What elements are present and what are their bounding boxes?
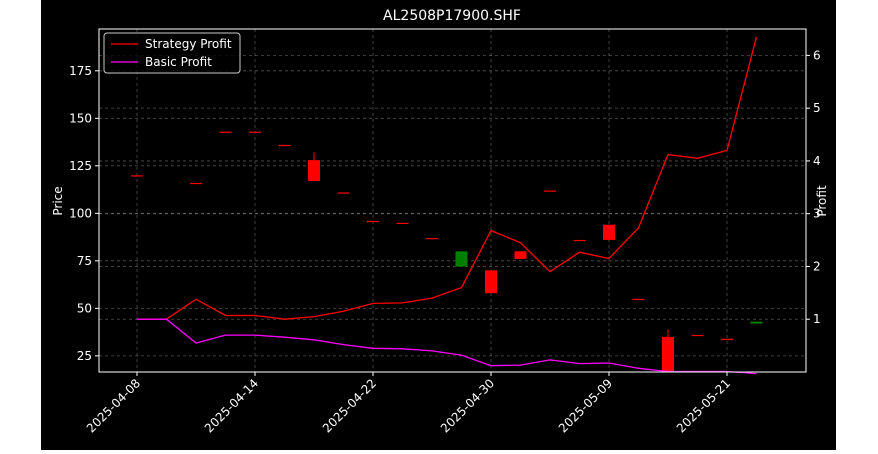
y-axis-label-right: Profit: [815, 185, 829, 217]
x-tick-label: 2025-04-08: [84, 376, 143, 435]
x-tick-label: 2025-05-21: [674, 376, 733, 435]
y-tick-label-left: 50: [77, 301, 92, 315]
candle-body: [426, 238, 438, 240]
candle-body: [514, 251, 527, 259]
x-tick-label: 2025-04-14: [202, 376, 261, 435]
candle-body: [131, 175, 143, 177]
candle-body: [750, 321, 763, 324]
candle-body: [337, 192, 350, 194]
series-line-basic-profit: [137, 318, 757, 375]
axis-layer: 25 50 75 100 125 150 175 1 2 3 4 5 6 2025-04-08 2025-0…: [69, 48, 821, 435]
y-tick-label-right: 6: [813, 48, 821, 62]
candle-body: [662, 336, 674, 372]
candle-body: [396, 222, 409, 225]
candle-body: [308, 160, 320, 182]
candle-body: [691, 334, 704, 337]
y-tick-label-right: 1: [813, 312, 821, 326]
candle-layer: [131, 131, 763, 372]
y-tick-label-left: 125: [69, 159, 92, 173]
legend-label-strategy-profit: Strategy Profit: [145, 37, 232, 51]
candle-body: [367, 220, 379, 223]
y-tick-label-left: 100: [69, 206, 92, 220]
y-tick-label-left: 175: [69, 64, 92, 78]
line-layer: [137, 36, 758, 375]
candle-body: [249, 131, 261, 133]
y-tick-label-left: 25: [77, 349, 92, 363]
candle-body: [219, 131, 232, 133]
candle-body: [190, 182, 202, 185]
y-axis-label-left: Price: [51, 186, 65, 215]
chart-title: AL2508P17900.SHF: [383, 8, 521, 24]
chart-figure: 25 50 75 100 125 150 175 1 2 3 4 5 6 2025-04-08 2025-0…: [41, 0, 836, 450]
grid-layer: [99, 29, 806, 372]
plot-frame: [98, 28, 807, 373]
x-tick-label: 2025-04-30: [438, 376, 497, 435]
candle-body: [278, 144, 291, 147]
y-tick-label-right: 5: [813, 101, 821, 115]
candle-body: [455, 251, 468, 267]
y-tick-label-right: 2: [813, 259, 821, 273]
x-tick-label: 2025-05-09: [556, 376, 615, 435]
y-tick-label-left: 150: [69, 111, 92, 125]
candle-body: [485, 270, 497, 294]
candle-body: [573, 239, 586, 242]
y-tick-label-right: 3: [813, 207, 821, 221]
x-tick-label: 2025-04-22: [320, 376, 379, 435]
chart-svg: 25 50 75 100 125 150 175 1 2 3 4 5 6 2025-04-08 2025-0…: [51, 8, 829, 435]
legend-box: [103, 32, 241, 74]
candle-body: [721, 338, 733, 340]
candle-body: [544, 190, 556, 192]
legend-label-basic-profit: Basic Profit: [145, 55, 212, 69]
y-tick-label-right: 4: [813, 154, 821, 168]
candle-body: [603, 224, 615, 240]
legend: Strategy Profit Basic Profit: [103, 32, 241, 74]
series-line-strategy-profit: [137, 36, 758, 320]
y-tick-label-left: 75: [77, 254, 92, 268]
candle-body: [632, 298, 645, 301]
